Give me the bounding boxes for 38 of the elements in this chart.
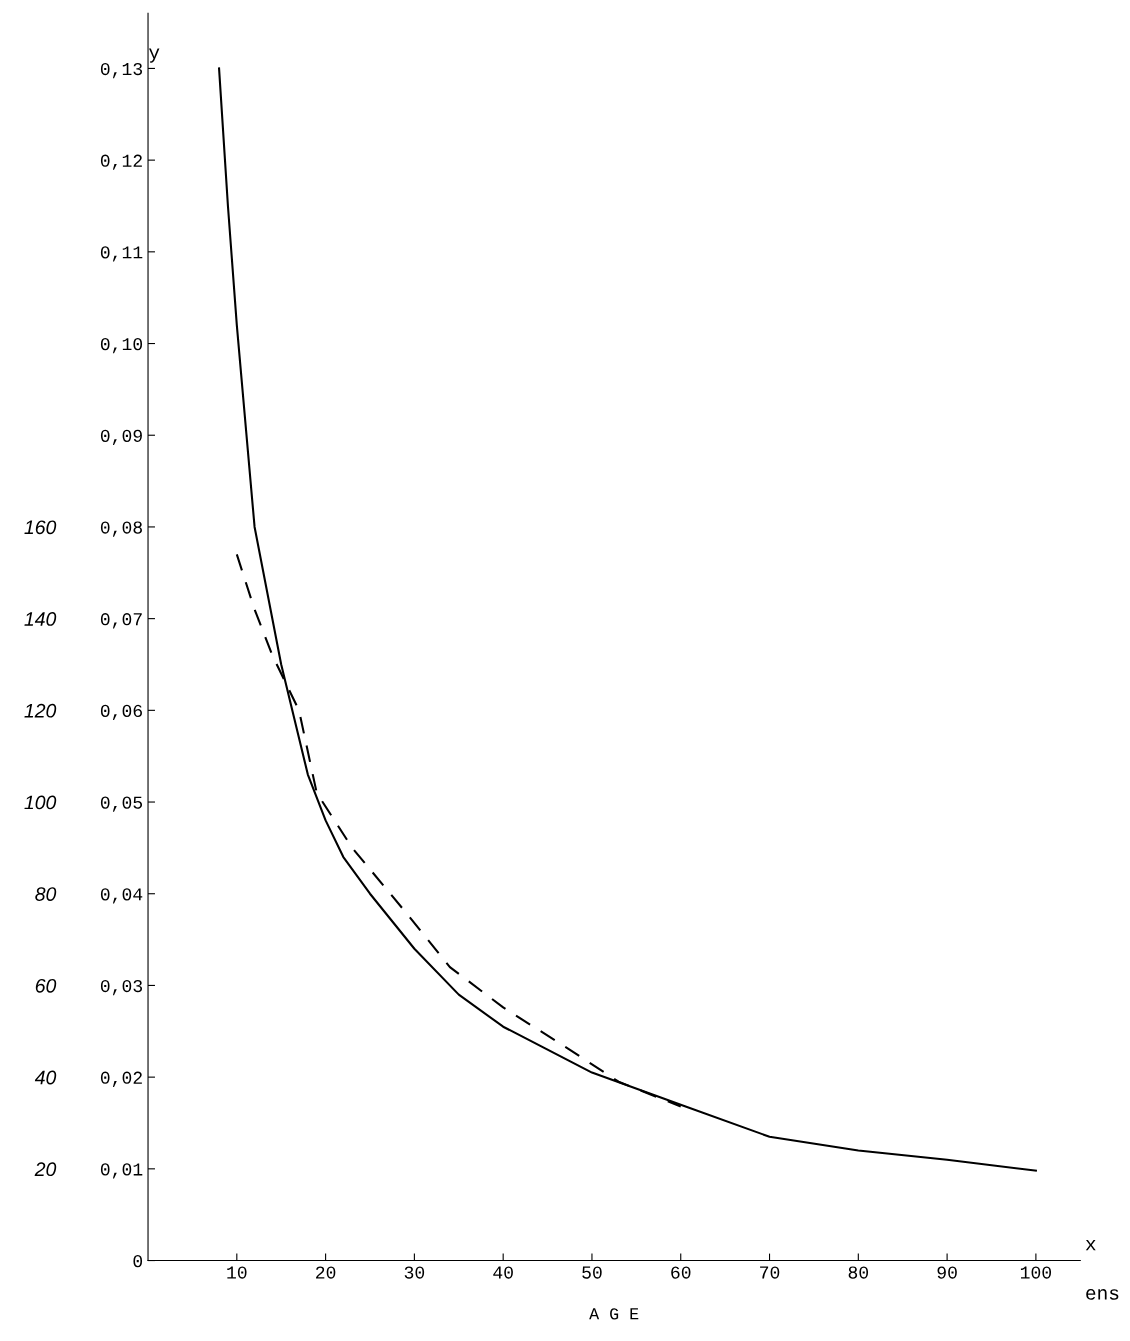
x-tick-label: 70 [760, 1266, 780, 1279]
line-series [218, 67, 1037, 1172]
y-axis-title: y [149, 48, 160, 63]
x-tick-label: 90 [937, 1266, 957, 1279]
x-tick-label: 50 [582, 1266, 602, 1279]
y2-tick-label: 80 [35, 887, 57, 901]
y2-tick-label: 120 [24, 703, 57, 718]
y-tick-label: 0,11 [100, 246, 143, 262]
y2-tick-label: 160 [24, 520, 57, 535]
x-tick-label: 40 [493, 1266, 513, 1279]
y2-tick-label: 40 [34, 1070, 57, 1085]
y-tick-label: 0,09 [100, 429, 142, 445]
y-tick-label: 0,01 [100, 1163, 143, 1179]
y-tick-label: 0 [133, 1255, 143, 1268]
y-tick-label: 0,12 [100, 154, 142, 170]
y-tick-label: 0,10 [100, 338, 143, 354]
y2-tick-label: 140 [24, 612, 57, 626]
x-axis-title: A G E [589, 1308, 639, 1320]
text: x [1085, 1240, 1096, 1251]
x-tick-label: 80 [848, 1266, 869, 1279]
y-tick-label: 0,13 [100, 62, 143, 79]
y-tick-label: 0,08 [100, 521, 142, 537]
x-tick-label: 60 [671, 1266, 691, 1279]
x-tick-label: 20 [316, 1266, 336, 1279]
y2-tick-label: 20 [34, 1162, 57, 1177]
x-tick-label: 30 [404, 1266, 425, 1279]
y2-tick-label: 60 [35, 978, 57, 993]
y-tick-label: 0,05 [100, 796, 143, 812]
y-tick-label: 0,03 [100, 979, 143, 996]
y-tick-label: 0,06 [100, 704, 142, 721]
x-tick-label: 10 [227, 1266, 247, 1279]
text: ens [1086, 1289, 1119, 1300]
y-tick-label: 0,04 [100, 888, 143, 904]
y2-tick-label: 100 [24, 795, 57, 810]
y-tick-label: 0,02 [100, 1071, 142, 1087]
x-tick-label: 100 [1020, 1266, 1052, 1279]
line-series [235, 553, 682, 1108]
y-tick-label: 0,07 [100, 613, 142, 629]
